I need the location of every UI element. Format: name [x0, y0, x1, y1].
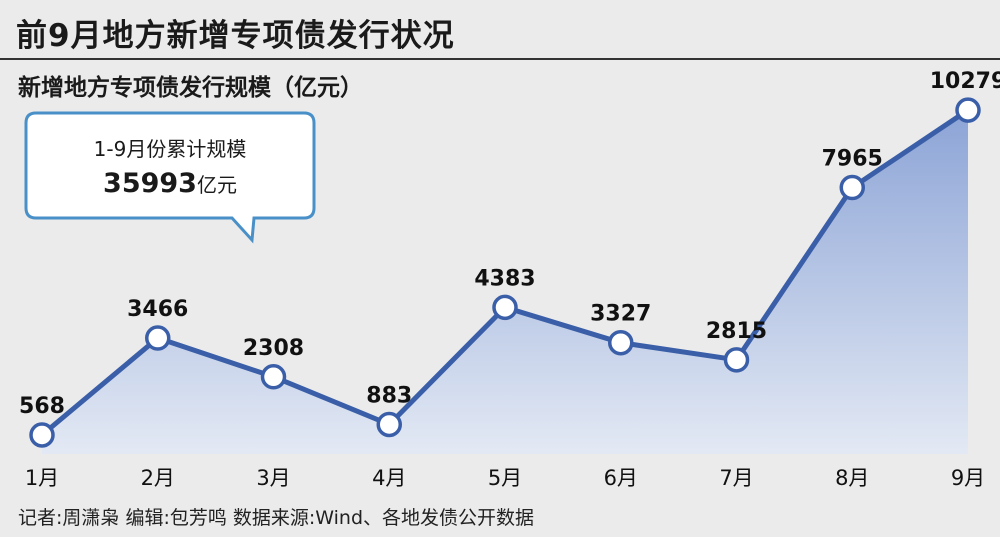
data-label: 3466 — [127, 297, 188, 322]
data-point-marker — [955, 97, 981, 123]
data-label: 2308 — [243, 336, 304, 361]
source-footer: 记者:周潇枭 编辑:包芳鸣 数据来源:Wind、各地发债公开数据 — [18, 507, 535, 529]
data-label: 7965 — [822, 147, 883, 172]
data-point-marker — [839, 174, 865, 201]
x-tick-label: 9月 — [951, 466, 985, 490]
x-tick-label: 6月 — [604, 466, 638, 490]
data-label: 568 — [19, 394, 65, 419]
callout-bubble — [24, 111, 316, 244]
data-point-marker — [376, 411, 402, 438]
x-tick-label: 8月 — [835, 466, 869, 490]
chart-title: 前9月地方新增专项债发行状况 — [16, 18, 455, 54]
data-label: 883 — [366, 383, 412, 408]
data-label: 4383 — [474, 266, 535, 291]
chart-subtitle: 新增地方专项债发行规模（亿元） — [18, 75, 363, 101]
x-tick-label: 7月 — [719, 466, 753, 490]
data-label: 3327 — [590, 302, 651, 327]
x-tick-label: 1月 — [25, 466, 59, 490]
x-tick-label: 3月 — [256, 466, 290, 490]
callout-value: 35993亿元 — [35, 168, 305, 199]
data-label: 2815 — [706, 319, 767, 344]
data-point-marker — [145, 325, 171, 351]
x-tick-label: 2月 — [141, 466, 175, 490]
callout-unit: 亿元 — [196, 173, 237, 197]
data-point-marker — [608, 329, 634, 356]
data-point-marker — [492, 294, 518, 321]
callout-label: 1-9月份累计规模 — [93, 137, 247, 161]
data-point-marker — [723, 347, 750, 373]
callout-number: 35993 — [103, 168, 197, 199]
title-divider — [0, 58, 1000, 60]
x-tick-label: 4月 — [372, 466, 406, 490]
data-point-marker — [29, 422, 55, 448]
data-point-marker — [260, 364, 287, 390]
x-tick-label: 5月 — [488, 466, 522, 490]
data-label: 10279 — [930, 69, 1000, 94]
